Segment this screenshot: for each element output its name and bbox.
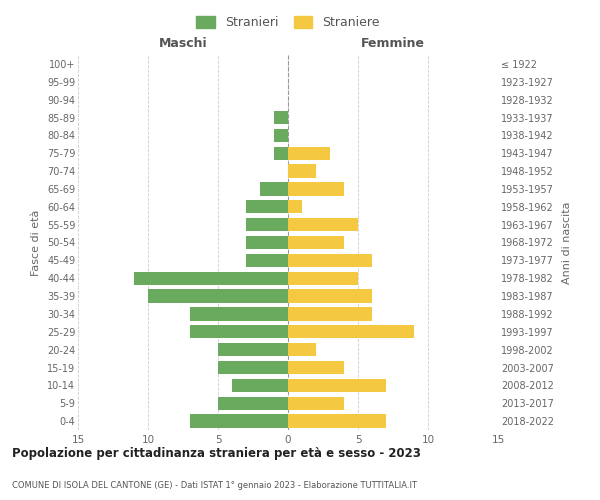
Bar: [288, 164, 316, 178]
Bar: [246, 254, 288, 267]
Bar: [288, 378, 386, 392]
Bar: [288, 290, 372, 303]
Text: Femmine: Femmine: [361, 36, 425, 50]
Bar: [288, 200, 302, 213]
Text: COMUNE DI ISOLA DEL CANTONE (GE) - Dati ISTAT 1° gennaio 2023 - Elaborazione TUT: COMUNE DI ISOLA DEL CANTONE (GE) - Dati …: [12, 480, 417, 490]
Bar: [218, 396, 288, 410]
Y-axis label: Anni di nascita: Anni di nascita: [562, 201, 572, 284]
Bar: [190, 325, 288, 338]
Bar: [190, 414, 288, 428]
Bar: [246, 200, 288, 213]
Bar: [148, 290, 288, 303]
Bar: [218, 343, 288, 356]
Bar: [288, 254, 372, 267]
Bar: [246, 236, 288, 249]
Bar: [246, 218, 288, 232]
Bar: [232, 378, 288, 392]
Bar: [288, 182, 344, 196]
Bar: [288, 396, 344, 410]
Text: Popolazione per cittadinanza straniera per età e sesso - 2023: Popolazione per cittadinanza straniera p…: [12, 448, 421, 460]
Bar: [288, 414, 386, 428]
Y-axis label: Fasce di età: Fasce di età: [31, 210, 41, 276]
Bar: [218, 361, 288, 374]
Bar: [288, 146, 330, 160]
Bar: [288, 218, 358, 232]
Bar: [134, 272, 288, 285]
Text: Maschi: Maschi: [158, 36, 208, 50]
Bar: [288, 236, 344, 249]
Bar: [288, 307, 372, 320]
Bar: [288, 325, 414, 338]
Bar: [274, 146, 288, 160]
Bar: [260, 182, 288, 196]
Bar: [274, 128, 288, 142]
Bar: [288, 343, 316, 356]
Bar: [274, 111, 288, 124]
Legend: Stranieri, Straniere: Stranieri, Straniere: [193, 12, 383, 33]
Bar: [190, 307, 288, 320]
Bar: [288, 361, 344, 374]
Bar: [288, 272, 358, 285]
